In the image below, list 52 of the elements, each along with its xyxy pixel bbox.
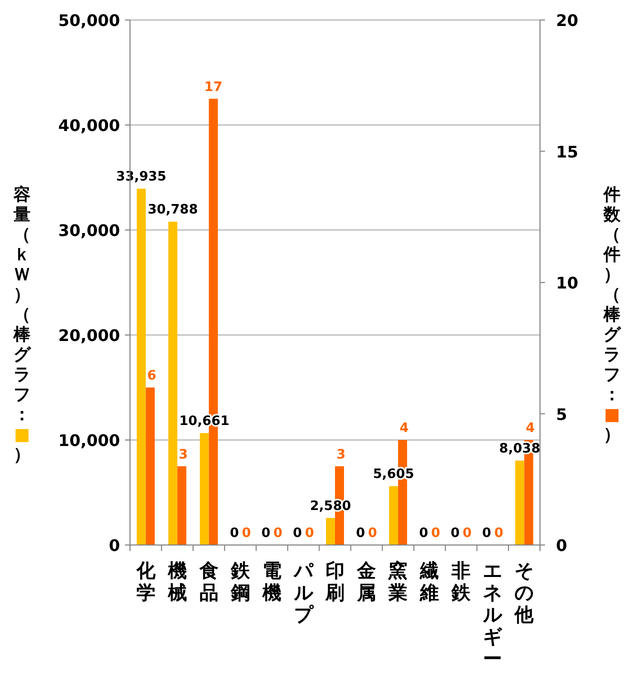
y-tick-label: 10,000 [58, 431, 120, 450]
y-tick-label: 40,000 [58, 116, 120, 135]
data-label: 0 [304, 526, 314, 541]
x-tick-label: 印刷 [324, 560, 344, 604]
data-label: 17 [204, 80, 222, 95]
y2-tick-label: 5 [556, 404, 568, 424]
x-tick-label: 非鉄 [450, 560, 472, 604]
x-tick-label: 電機 [261, 560, 282, 604]
x-tick-label: 金属 [356, 560, 376, 604]
data-label: 0 [261, 526, 270, 541]
y2-tick-label: 0 [556, 536, 568, 555]
data-label: 0 [450, 526, 460, 541]
data-label: 0 [230, 526, 239, 541]
bar [136, 188, 146, 545]
x-tick-label: 食品 [198, 560, 218, 604]
y2-tick-label: 20 [556, 11, 578, 30]
bar [177, 466, 186, 545]
data-label: 3 [336, 447, 346, 462]
data-label: 4 [400, 421, 409, 436]
data-label: 33,935 [116, 170, 166, 185]
x-tick-label: 繊維 [419, 560, 440, 604]
data-label: 0 [356, 526, 366, 541]
x-tick-label: 窯業 [388, 560, 408, 604]
y-tick-label: 30,000 [58, 221, 120, 240]
data-label: 4 [526, 421, 535, 436]
data-label: 0 [462, 526, 472, 541]
x-tick-label: 機械 [166, 560, 187, 604]
x-tick-label: 化学 [135, 560, 156, 604]
bar [200, 433, 209, 545]
y2-tick-label: 10 [556, 274, 578, 292]
data-label: 0 [368, 526, 378, 541]
data-label: 0 [273, 526, 282, 541]
bar [168, 222, 178, 545]
data-label: 3 [178, 447, 188, 462]
data-label: 30,788 [148, 202, 198, 218]
data-label: 0 [494, 526, 504, 541]
data-label: 0 [242, 526, 251, 541]
y2-tick-label: 15 [556, 142, 578, 162]
text: 容量（ｋＷ）（棒グラフ：■） [14, 185, 30, 465]
data-label: 0 [482, 526, 492, 541]
x-tick-label: エネルギー [482, 560, 504, 670]
data-label: 0 [431, 526, 440, 541]
x-tick-label: パルプ [292, 560, 314, 626]
y-tick-label: 0 [108, 536, 120, 555]
x-tick-label: 鉄鋼 [230, 560, 251, 604]
data-label: 6 [147, 368, 156, 384]
data-label: 0 [419, 526, 428, 541]
x-tick-label: その他 [514, 560, 535, 626]
text: 件数（件）（棒グラフ：■） [604, 185, 620, 445]
y-tick-label: 20,000 [58, 326, 120, 345]
y-tick-label: 50,000 [58, 11, 120, 30]
data-label: 0 [292, 526, 302, 541]
